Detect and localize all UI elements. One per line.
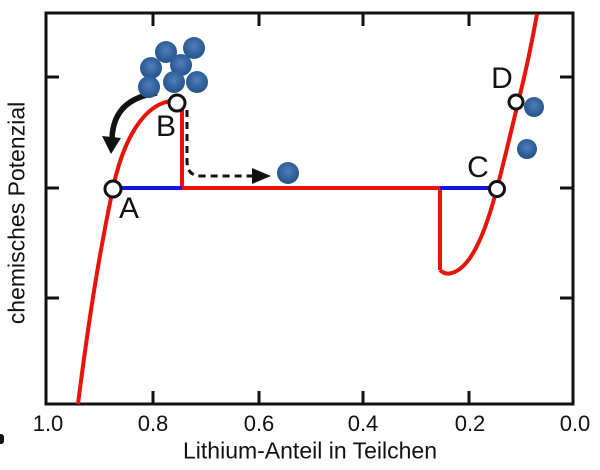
lithium-particle-icon	[170, 54, 192, 76]
x-tick-0.8: 0.8	[137, 411, 169, 436]
lithium-particle-icon	[183, 37, 205, 59]
point-markers	[103, 93, 525, 199]
x-tick-0.2: 0.2	[454, 411, 486, 436]
x-tick-0.6: 0.6	[243, 411, 275, 436]
point-label-D: D	[491, 62, 513, 95]
plot-frame	[44, 11, 575, 406]
particle-cluster	[138, 37, 208, 98]
x-tick-0.4: 0.4	[347, 411, 379, 436]
cropped-label-fragment	[0, 434, 4, 444]
marker-A	[103, 179, 123, 199]
marker-D	[507, 93, 525, 111]
single-lithium-particle-icon	[277, 162, 299, 184]
y-axis-title: chemisches Potenzial	[3, 101, 30, 325]
marker-C	[488, 180, 506, 198]
lithium-particle-icon	[138, 76, 160, 98]
lithium-particle-icon	[155, 41, 177, 63]
dashed-arrow	[185, 110, 271, 184]
point-label-A: A	[118, 192, 140, 225]
particles-near-D	[517, 97, 544, 159]
axis-ticks	[47, 14, 572, 403]
marker-B	[167, 93, 187, 113]
lithium-particle-icon	[517, 139, 537, 159]
dashed-arrowhead-icon	[252, 168, 271, 184]
lithium-particle-icon	[163, 71, 185, 93]
lithium-particle-icon	[524, 97, 544, 117]
lithium-particle-icon	[140, 57, 162, 79]
point-label-C: C	[467, 151, 489, 184]
x-tick-0.0: 0.0	[559, 411, 591, 436]
point-label-B: B	[155, 110, 177, 143]
x-tick-1.0: 1.0	[32, 411, 64, 436]
lithium-particle-icon	[186, 71, 208, 93]
x-axis-title: Lithium-Anteil in Teilchen	[183, 437, 437, 464]
solid-arrowhead-icon	[102, 136, 121, 154]
